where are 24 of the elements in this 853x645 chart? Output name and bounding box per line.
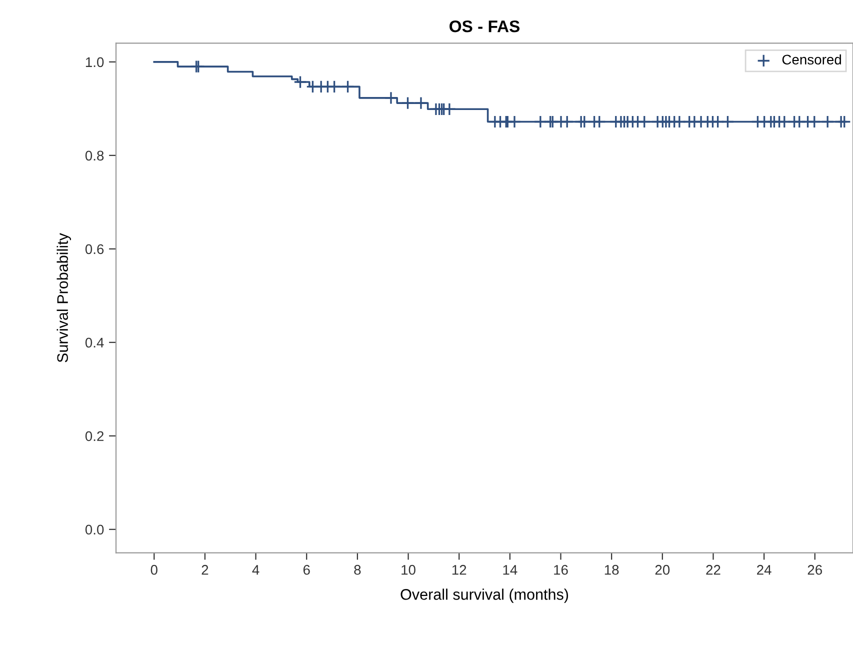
x-tick-label: 18	[604, 564, 619, 575]
x-tick-label: 6	[303, 564, 310, 575]
x-tick-label: 12	[452, 564, 466, 575]
x-tick-label: 20	[655, 564, 670, 575]
x-tick-label: 0	[150, 564, 158, 575]
y-tick-label: 1.0	[86, 57, 104, 68]
y-tick-label: 0.0	[85, 524, 104, 535]
x-tick-label: 16	[554, 564, 568, 575]
chart-title: OS - FAS	[450, 20, 520, 32]
x-tick-label: 14	[503, 565, 518, 575]
x-tick-label: 8	[354, 564, 361, 575]
y-axis-title: Survival Probability	[56, 233, 72, 362]
legend-label: Censored	[782, 54, 841, 65]
x-tick-label: 26	[808, 564, 822, 575]
y-tick-label: 0.6	[85, 244, 104, 254]
y-tick-label: 0.4	[85, 338, 104, 348]
y-tick-label: 0.8	[85, 150, 104, 161]
x-tick-label: 24	[757, 564, 772, 575]
x-tick-label: 10	[402, 564, 416, 575]
x-axis-title: Overall survival (months)	[400, 588, 568, 603]
x-tick-label: 2	[202, 564, 208, 575]
x-tick-label: 4	[252, 565, 260, 575]
y-tick-label: 0.2	[85, 431, 104, 442]
x-tick-label: 22	[706, 564, 720, 575]
